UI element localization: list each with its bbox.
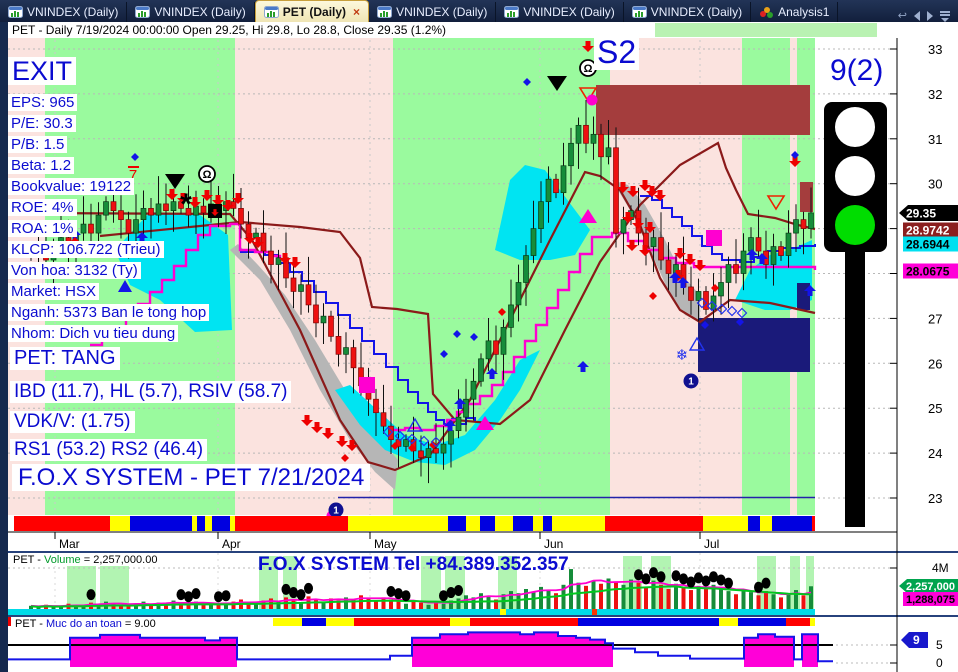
price-tick-24: 24	[928, 446, 942, 461]
volume-tag-2257000: 2,257,000	[899, 579, 958, 593]
month-label-jul: Jul	[704, 537, 719, 551]
tab-label: VNINDEX (Daily)	[650, 5, 743, 19]
month-label-apr: Apr	[222, 537, 241, 551]
svg-text:1: 1	[688, 377, 694, 388]
tab-label: Analysis1	[778, 5, 830, 19]
chart-icon	[377, 6, 393, 18]
price-tag-28.6944: 28.6944	[903, 236, 958, 252]
tab-label: VNINDEX (Daily)	[396, 5, 488, 19]
fundamental-line-1: P/E: 30.3	[8, 115, 76, 132]
svg-text:1,288,075: 1,288,075	[906, 594, 955, 606]
traffic-light	[824, 102, 887, 527]
fundamental-line-7: KLCP: 106.722 (Trieu)	[8, 241, 164, 258]
safety-value-tag: 9	[901, 632, 928, 648]
fundamental-line-9: Market: HSX	[8, 283, 100, 300]
tab-controls: ↩	[890, 9, 958, 22]
fundamental-line-11: Nhom: Dich vu tieu dung	[8, 325, 179, 342]
fox-telephone-banner: F.O.X SYSTEM Tel +84.389.352.357	[258, 554, 569, 575]
vdk-readout-label: VDK/V: (1.75)	[10, 411, 135, 433]
fundamental-line-8: Von hoa: 3132 (Ty)	[8, 262, 141, 279]
tab-label: PET (Daily)	[282, 4, 347, 19]
volume-axis-top: 4M	[932, 561, 949, 575]
month-label-mar: Mar	[59, 537, 80, 551]
chart-icon	[504, 6, 520, 18]
svg-text:Ω: Ω	[584, 63, 593, 75]
scroll-left-icon[interactable]	[914, 10, 920, 21]
tab-analysis1-6[interactable]: Analysis1	[751, 2, 839, 22]
tab-vnindex-daily--0[interactable]: VNINDEX (Daily)	[0, 2, 128, 22]
svg-text:Ω: Ω	[203, 169, 212, 181]
price-tick-27: 27	[928, 311, 942, 326]
svg-text:28.0675: 28.0675	[906, 265, 950, 279]
price-tick-26: 26	[928, 356, 942, 371]
chart-title-strip: PET - Daily 7/19/2024 00:00:00 Open 29.2…	[8, 22, 958, 39]
tab-bar: VNINDEX (Daily) VNINDEX (Daily) PET (Daily…	[0, 0, 958, 22]
tab-pet-daily--2[interactable]: PET (Daily) ×	[254, 0, 370, 22]
price-tag-28.0675: 28.0675	[903, 263, 958, 279]
chart-canvas[interactable]: ❄❄11ΩΩ*7MarAprMayJunJul33323130292827262…	[8, 38, 958, 672]
fundamental-line-4: Bookvalue: 19122	[8, 178, 135, 195]
tab-vnindex-daily--4[interactable]: VNINDEX (Daily)	[496, 2, 624, 22]
exit-signal-label: EXIT	[8, 57, 77, 85]
fundamental-line-2: P/B: 1.5	[8, 136, 68, 153]
undo-icon[interactable]: ↩	[897, 10, 907, 22]
safety-tick-5: 5	[936, 638, 943, 652]
volume-tag-1288075: 1,288,075	[903, 592, 958, 606]
fundamental-line-5: ROE: 4%	[8, 199, 77, 216]
price-tag-28.9742: 28.9742	[903, 222, 958, 238]
svg-text:28.9742: 28.9742	[906, 224, 950, 238]
svg-text:9: 9	[913, 633, 920, 647]
chart-title: PET - Daily 7/19/2024 00:00:00 Open 29.2…	[12, 23, 447, 37]
price-tick-25: 25	[928, 401, 942, 416]
tab-vnindex-daily--1[interactable]: VNINDEX (Daily)	[127, 2, 255, 22]
chart-icon	[631, 6, 647, 18]
fox-system-banner: F.O.X SYSTEM - PET 7/21/2024	[12, 464, 371, 492]
price-tick-33: 33	[928, 42, 942, 57]
volume-pane-label: PET - Volume = 2,257,000.00	[10, 554, 161, 566]
svg-text:7: 7	[129, 167, 137, 184]
fundamental-line-3: Beta: 1.2	[8, 157, 75, 174]
rs-readout-label: RS1 (53.2) RS2 (46.4)	[10, 439, 208, 461]
tab-menu-icon[interactable]	[940, 11, 950, 22]
month-label-jun: Jun	[544, 537, 563, 551]
chart-icon	[263, 5, 279, 18]
tab-vnindex-daily--5[interactable]: VNINDEX (Daily)	[624, 2, 752, 22]
svg-text:29.35: 29.35	[906, 207, 936, 221]
tab-close-icon[interactable]: ×	[353, 4, 361, 19]
safety-pane-label: PET - Muc do an toan = 9.00	[12, 618, 159, 630]
tab-label: VNINDEX (Daily)	[27, 5, 119, 19]
price-tick-31: 31	[928, 132, 942, 147]
chart-icon	[8, 6, 23, 18]
indicator-readout-label: IBD (11.7), HL (5.7), RSIV (58.7)	[10, 381, 292, 403]
tab-label: VNINDEX (Daily)	[523, 5, 615, 19]
chart-icon	[135, 6, 151, 18]
fundamental-line-6: ROA: 1%	[8, 220, 77, 237]
fundamental-line-0: EPS: 965	[8, 94, 78, 111]
safety-tick-0: 0	[936, 656, 943, 670]
svg-text:1: 1	[333, 506, 339, 517]
price-tag-29.35: 29.35	[899, 205, 958, 221]
month-label-may: May	[374, 537, 397, 551]
tab-label: VNINDEX (Daily)	[154, 5, 246, 19]
title-highlight-block	[655, 23, 877, 37]
svg-text:❄: ❄	[676, 347, 689, 364]
price-tick-32: 32	[928, 87, 942, 102]
trend-label: PET: TANG	[10, 347, 120, 370]
tab-vnindex-daily--3[interactable]: VNINDEX (Daily)	[369, 2, 497, 22]
fundamental-line-10: Nganh: 5373 Ban le tong hop	[8, 304, 210, 321]
price-tick-30: 30	[928, 177, 942, 192]
fundamentals-panel: EPS: 965 P/E: 30.3 P/B: 1.5 Beta: 1.2 Bookva…	[8, 94, 210, 346]
svg-text:2,257,000: 2,257,000	[906, 581, 955, 593]
scroll-right-icon[interactable]	[927, 10, 933, 21]
s2-signal-label: S2	[594, 35, 640, 70]
price-tick-23: 23	[928, 491, 942, 506]
analysis-icon	[759, 6, 774, 18]
svg-text:28.6944: 28.6944	[906, 238, 950, 252]
svg-text:*: *	[180, 188, 192, 221]
signal-count-label: 9(2)	[830, 54, 884, 87]
